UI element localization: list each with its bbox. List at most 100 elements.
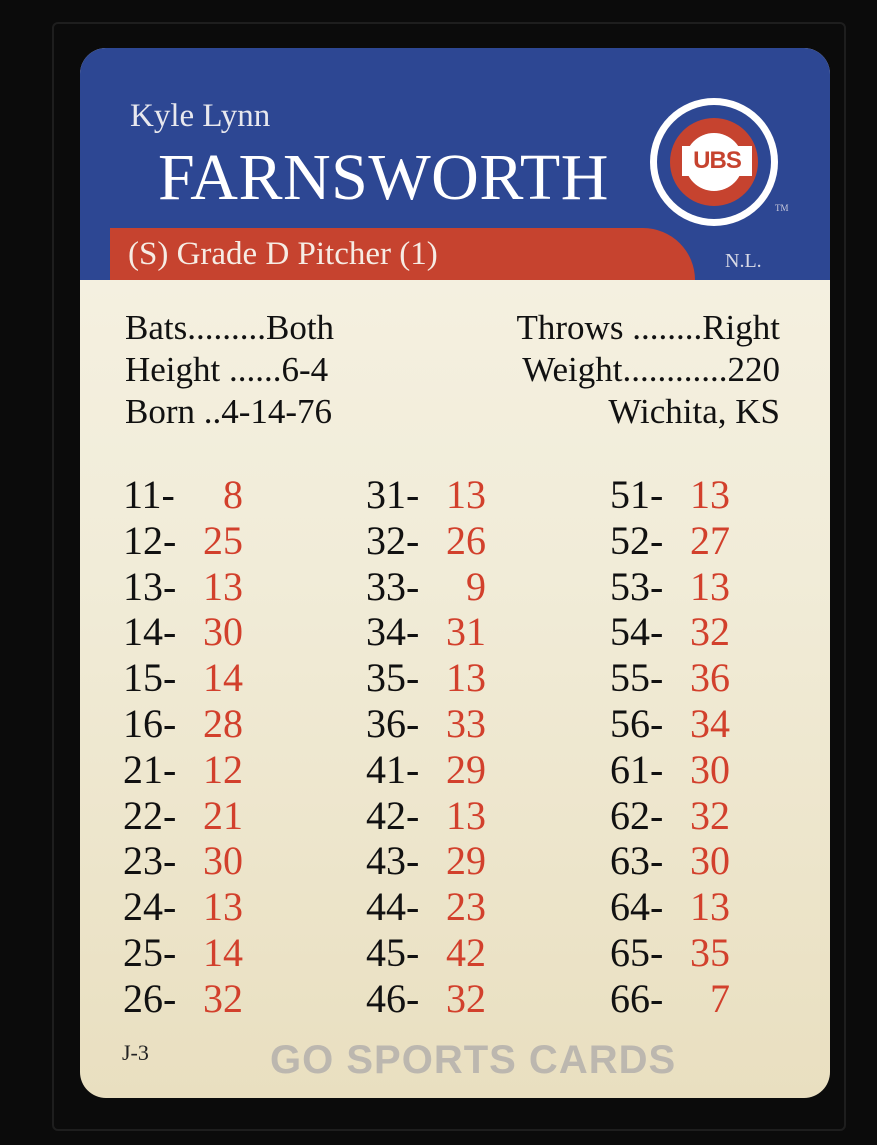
play-result: 9: [466, 563, 486, 609]
dice-row: 22- 21: [123, 792, 243, 838]
play-result: 31: [446, 609, 486, 655]
play-result: 42: [446, 930, 486, 975]
dice-row: 34- 31: [366, 608, 486, 654]
dice-row: 11- 8: [123, 471, 243, 517]
dice-roll: 61-: [610, 746, 664, 792]
bats: Bats.........Both: [125, 308, 335, 347]
play-result: 14: [203, 930, 243, 975]
dice-roll: 52-: [610, 517, 664, 563]
dice-roll: 22-: [123, 792, 177, 838]
dice-row: 36- 33: [366, 700, 486, 746]
dice-roll: 46-: [366, 975, 420, 1021]
play-result: 27: [690, 517, 730, 563]
card-header: Kyle Lynn FARNSWORTH UBS TM (S) Grade D …: [80, 48, 830, 280]
play-result: 13: [690, 472, 730, 517]
dice-roll: 21-: [123, 746, 177, 792]
play-result: 13: [203, 884, 243, 930]
play-result: 23: [446, 884, 486, 930]
play-result: 7: [710, 975, 730, 1021]
logo-text: UBS: [682, 146, 752, 176]
play-result: 36: [690, 655, 730, 701]
grade-line: (S) Grade D Pitcher (1): [128, 236, 438, 272]
player-card: Kyle Lynn FARNSWORTH UBS TM (S) Grade D …: [80, 48, 830, 1098]
dice-row: 12- 25: [123, 517, 243, 563]
play-result: 21: [203, 792, 243, 838]
card-code: J-3: [122, 1040, 149, 1065]
dice-roll: 42-: [366, 792, 420, 838]
dice-roll: 16-: [123, 701, 177, 746]
dice-row: 42- 13: [366, 792, 486, 838]
dice-roll: 11-: [123, 472, 175, 517]
dice-row: 56- 34: [610, 700, 730, 746]
dice-row: 66- 7: [610, 975, 730, 1021]
dice-roll: 14-: [123, 609, 177, 655]
play-result: 30: [203, 609, 243, 655]
dice-row: 26- 32: [123, 975, 243, 1021]
dice-roll: 63-: [610, 838, 664, 884]
play-result: 29: [446, 838, 486, 884]
dice-row: 45- 42: [366, 929, 486, 975]
dice-row: 41- 29: [366, 746, 486, 792]
play-result: 32: [690, 792, 730, 838]
dice-row: 44- 23: [366, 883, 486, 929]
play-result: 26: [446, 517, 486, 563]
dice-row: 62- 32: [610, 792, 730, 838]
dice-roll: 54-: [610, 609, 664, 655]
dice-roll: 51-: [610, 472, 664, 517]
dice-roll: 31-: [366, 472, 420, 517]
dice-roll: 56-: [610, 701, 664, 746]
dice-roll: 26-: [123, 975, 177, 1021]
dice-row: 24- 13: [123, 883, 243, 929]
play-result: 30: [690, 838, 730, 884]
dice-row: 43- 29: [366, 837, 486, 883]
dice-roll: 65-: [610, 930, 664, 975]
play-result: 35: [690, 930, 730, 975]
dice-row: 31- 13: [366, 471, 486, 517]
dice-roll: 53-: [610, 563, 664, 609]
dice-row: 51- 13: [610, 471, 730, 517]
play-result: 12: [203, 746, 243, 792]
dice-roll: 24-: [123, 884, 177, 930]
born: Born ..4-14-76: [125, 392, 333, 431]
play-result: 30: [203, 838, 243, 884]
dice-row: 25- 14: [123, 929, 243, 975]
dice-roll: 23-: [123, 838, 177, 884]
dice-roll: 25-: [123, 930, 177, 975]
player-first-names: Kyle Lynn: [130, 98, 271, 134]
play-result: 13: [690, 563, 730, 609]
dice-row: 65- 35: [610, 929, 730, 975]
dice-roll: 62-: [610, 792, 664, 838]
play-result: 28: [203, 701, 243, 746]
play-result: 32: [690, 609, 730, 655]
dice-roll: 15-: [123, 655, 177, 701]
dice-roll: 32-: [366, 517, 420, 563]
dice-row: 55- 36: [610, 654, 730, 700]
dice-roll: 66-: [610, 975, 664, 1021]
dice-row: 46- 32: [366, 975, 486, 1021]
dice-roll: 44-: [366, 884, 420, 930]
dice-row: 64- 13: [610, 883, 730, 929]
dice-row: 14- 30: [123, 608, 243, 654]
dice-row: 13- 13: [123, 563, 243, 609]
card-sleeve: [52, 22, 846, 1131]
dice-row: 54- 32: [610, 608, 730, 654]
play-result: 32: [203, 975, 243, 1021]
trademark: TM: [775, 203, 789, 213]
player-last-name: FARNSWORTH: [158, 141, 609, 214]
play-result: 33: [446, 701, 486, 746]
grade-band: (S) Grade D Pitcher (1): [110, 228, 695, 280]
dice-row: 16- 28: [123, 700, 243, 746]
dice-roll: 45-: [366, 930, 420, 975]
dice-row: 23- 30: [123, 837, 243, 883]
watermark: GO SPORTS CARDS: [270, 1038, 677, 1082]
dice-roll: 64-: [610, 884, 664, 930]
dice-roll: 55-: [610, 655, 664, 701]
play-result: 34: [690, 701, 730, 746]
play-result: 30: [690, 746, 730, 792]
dice-roll: 36-: [366, 701, 420, 746]
league-label: N.L.: [725, 250, 762, 272]
throws: Throws ........Right: [516, 308, 780, 347]
dice-row: 53- 13: [610, 563, 730, 609]
birthplace: Wichita, KS: [608, 392, 780, 431]
play-result: 29: [446, 746, 486, 792]
